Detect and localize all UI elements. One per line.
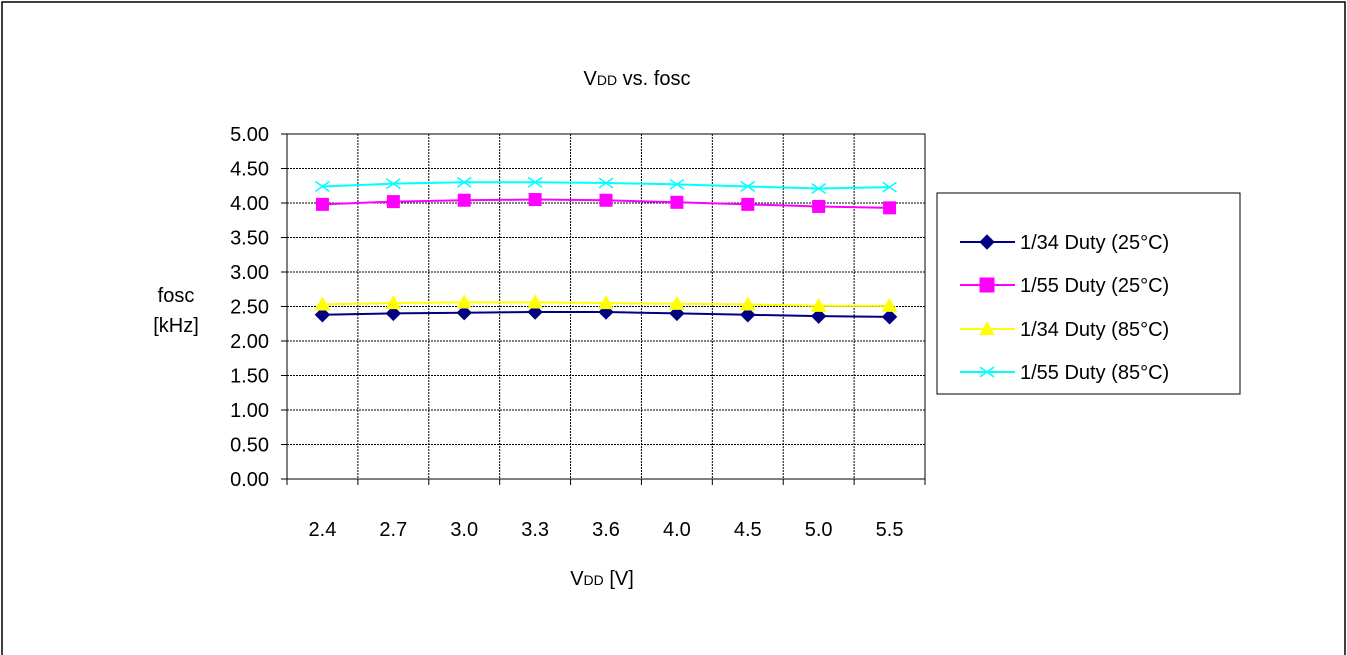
data-point <box>881 297 898 312</box>
y-tick-label: 3.00 <box>230 262 269 284</box>
chart-title: VDD vs. fosc <box>584 68 691 90</box>
legend-item: 1/55 Duty (25°C) <box>960 275 1169 297</box>
data-point <box>385 305 402 322</box>
y-tick-label: 5.00 <box>230 124 269 146</box>
y-tick-label: 1.00 <box>230 400 269 422</box>
legend-label: 1/34 Duty (25°C) <box>1020 232 1169 254</box>
data-point <box>669 295 685 310</box>
series-triangle <box>314 294 898 312</box>
x-tick-label: 2.4 <box>309 519 337 541</box>
series-layer <box>314 176 898 325</box>
x-tick-label: 3.0 <box>450 519 478 541</box>
data-point <box>599 193 613 207</box>
data-point <box>881 309 898 325</box>
y-tick-label: 2.50 <box>230 297 269 319</box>
series-x <box>315 176 897 195</box>
data-point <box>527 304 543 320</box>
legend-item: 1/55 Duty (85°C) <box>960 362 1169 384</box>
data-point <box>456 305 472 321</box>
y-tick-label: 3.50 <box>230 228 269 250</box>
x-axis-ticks: 2.4 2.7 3.0 3.3 3.6 4.0 4.5 5.0 5.5 <box>286 479 926 541</box>
y-tick-label: 4.00 <box>230 193 269 215</box>
legend-box <box>936 192 1241 395</box>
legend-item: 1/34 Duty (25°C) <box>960 232 1169 254</box>
y-axis-label-line1: fosc <box>158 285 195 307</box>
data-point <box>386 195 400 209</box>
legend-label: 1/34 Duty (85°C) <box>1020 319 1169 341</box>
data-point <box>979 366 995 378</box>
legend-label: 1/55 Duty (85°C) <box>1020 362 1169 384</box>
series-diamond <box>314 304 898 325</box>
data-point <box>314 296 331 311</box>
data-point <box>811 182 827 195</box>
data-point <box>883 201 897 215</box>
data-point <box>669 178 685 190</box>
data-point <box>740 180 756 192</box>
data-point <box>314 307 331 323</box>
data-point <box>385 295 402 310</box>
y-tick-label: 4.50 <box>230 159 269 181</box>
data-point <box>527 176 543 188</box>
data-point <box>598 295 614 310</box>
x-tick-label: 5.5 <box>876 519 904 541</box>
data-point <box>979 234 995 250</box>
legend: 1/34 Duty (25°C) 1/55 Duty (25°C) 1/34 Dut… <box>960 232 1169 384</box>
y-tick-label: 2.00 <box>230 331 269 353</box>
x-tick-label: 4.5 <box>734 519 762 541</box>
x-tick-label: 4.0 <box>663 519 691 541</box>
data-point <box>739 296 756 311</box>
data-point <box>979 320 995 336</box>
data-point <box>457 193 471 207</box>
x-tick-label: 3.6 <box>592 519 620 541</box>
data-point <box>810 297 827 312</box>
legend-item: 1/34 Duty (85°C) <box>960 319 1169 341</box>
x-tick-label: 2.7 <box>379 519 407 541</box>
y-tick-label: 1.50 <box>230 366 269 388</box>
data-point <box>669 305 685 322</box>
legend-label: 1/55 Duty (25°C) <box>1020 275 1169 297</box>
data-point <box>812 199 826 213</box>
y-axis-label-line2: [kHz] <box>153 315 199 337</box>
data-point <box>979 277 995 293</box>
data-point <box>456 294 473 309</box>
data-point <box>315 180 330 192</box>
x-axis-label: VDD [V] <box>570 568 634 590</box>
x-tick-label: 5.0 <box>805 519 833 541</box>
y-tick-label: 0.50 <box>230 435 269 457</box>
series-square <box>315 193 897 215</box>
data-point <box>315 197 329 211</box>
data-point <box>527 294 543 309</box>
data-point <box>456 176 472 188</box>
y-axis-ticks: 0.00 0.50 1.00 1.50 2.00 2.50 3.00 3.50 4.00 4.50… <box>230 124 287 491</box>
data-point <box>385 178 401 190</box>
data-point <box>528 193 542 207</box>
data-point <box>882 181 897 193</box>
x-tick-label: 3.3 <box>521 519 549 541</box>
data-point <box>598 177 614 189</box>
data-point <box>670 195 684 209</box>
y-tick-label: 0.00 <box>230 469 269 491</box>
data-point <box>810 308 827 324</box>
data-point <box>741 197 755 211</box>
data-point <box>740 307 756 323</box>
